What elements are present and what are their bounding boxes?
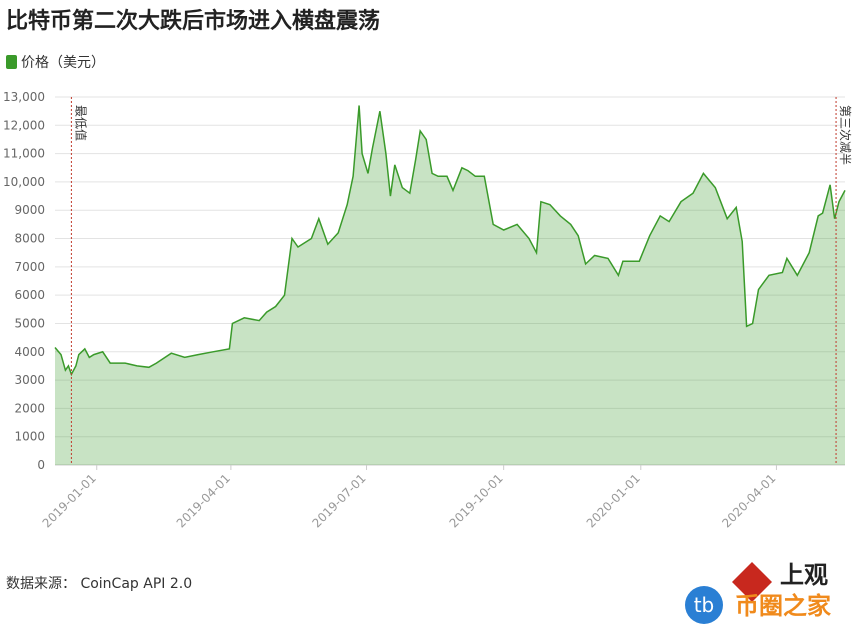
brand: 上观 [780,561,828,589]
y-tick-label: 13,000 [3,90,45,104]
logo-mark [732,562,772,602]
y-tick-label: 12,000 [3,118,45,132]
legend-swatch [6,55,17,69]
y-tick-label: 0 [37,458,45,472]
y-tick-label: 10,000 [3,175,45,189]
watermark: tb 上观 币圈之家 [685,561,831,624]
y-tick-label: 11,000 [3,147,45,161]
annotation-label: 第三次减半 [838,105,852,165]
chart-title: 比特币第二次大跌后市场进入横盘震荡 [6,8,380,34]
y-tick-label: 3000 [14,373,45,387]
y-tick-label: 1000 [14,430,45,444]
y-tick-label: 4000 [14,345,45,359]
site: 币圈之家 [735,592,831,620]
y-tick-label: 7000 [14,260,45,274]
y-tick-label: 8000 [14,232,45,246]
legend-label: 价格（美元） [21,55,105,71]
annotation-label: 最低值 [73,105,88,141]
y-tick-label: 2000 [14,401,45,415]
y-tick-label: 9000 [14,203,45,217]
y-tick-label: 5000 [14,316,45,330]
source: 数据来源： CoinCap API 2.0 [6,576,192,592]
badge: tb [694,593,715,617]
y-tick-label: 6000 [14,288,45,302]
badge-circle [685,586,723,624]
area [55,105,845,465]
line [54,105,846,377]
